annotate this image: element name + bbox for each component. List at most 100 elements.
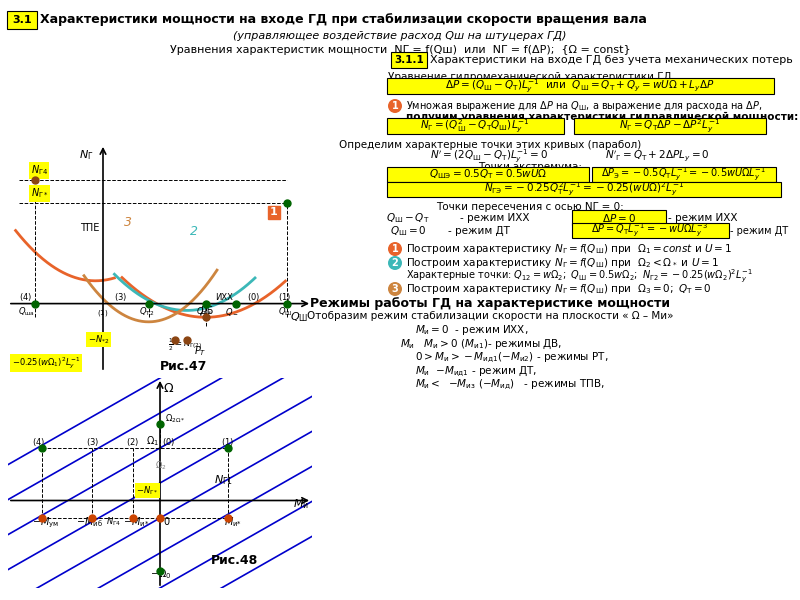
- Circle shape: [388, 242, 402, 256]
- Text: $-M_\text{ум}$: $-M_\text{ум}$: [32, 515, 58, 530]
- Text: $-0.25(w\Omega_1)^2 L_y^{-1}$: $-0.25(w\Omega_1)^2 L_y^{-1}$: [12, 355, 80, 371]
- Text: $Q_\text{ШЭ} = 0.5Q_\text{Т} = 0.5wU\Omega$: $Q_\text{ШЭ} = 0.5Q_\text{Т} = 0.5wU\Ome…: [429, 167, 547, 181]
- Text: $Q_\text{Ш} = 0$: $Q_\text{Ш} = 0$: [390, 224, 426, 238]
- Text: $N_\Gamma$: $N_\Gamma$: [79, 149, 94, 163]
- Text: $-M_\text{и*}$: $-M_\text{и*}$: [123, 515, 149, 529]
- Text: $0 > M_\text{и} > -M_\text{ид1}(-M_{\text{и}2})$ - режимы РТ,: $0 > M_\text{и} > -M_\text{ид1}(-M_{\tex…: [415, 351, 609, 365]
- Text: получим уравнения характеристики гидравлической мощности:: получим уравнения характеристики гидравл…: [406, 112, 798, 122]
- Text: $(2)$: $(2)$: [126, 436, 139, 448]
- Text: $(0)$: $(0)$: [162, 436, 175, 448]
- Text: $Q_\text{ша}$: $Q_\text{ша}$: [18, 306, 35, 319]
- Text: Отобразим режим стабилизации скорости на плоскости « Ω – Mи»: Отобразим режим стабилизации скорости на…: [306, 311, 674, 321]
- Text: $(0)$: $(0)$: [247, 291, 261, 303]
- Text: $(3)$: $(3)$: [114, 291, 127, 303]
- Text: - режим ДТ: - режим ДТ: [730, 226, 788, 236]
- Text: $N' = (2Q_\text{Ш} - Q_\text{Т})L_y^{-1} = 0$: $N' = (2Q_\text{Ш} - Q_\text{Т})L_y^{-1}…: [430, 147, 548, 164]
- FancyBboxPatch shape: [572, 210, 666, 225]
- Text: Рис.48: Рис.48: [210, 553, 258, 566]
- Text: $N_\Gamma = (Q_\text{Ш}^2 - Q_\text{Т}Q_\text{Ш})L_y^{-1}$: $N_\Gamma = (Q_\text{Ш}^2 - Q_\text{Т}Q_…: [420, 118, 530, 134]
- Text: Характеристики мощности на входе ГД при стабилизации скорости вращения вала: Характеристики мощности на входе ГД при …: [40, 13, 647, 26]
- Text: $N_{\Gamma 4}$: $N_{\Gamma 4}$: [106, 516, 121, 529]
- Text: $\Omega_1$: $\Omega_1$: [146, 434, 160, 448]
- Text: Характеристики на входе ГД без учета механических потерь: Характеристики на входе ГД без учета мех…: [430, 55, 793, 65]
- Text: 3.1.1: 3.1.1: [394, 55, 424, 65]
- Text: Режимы работы ГД на характеристике мощности: Режимы работы ГД на характеристике мощно…: [310, 296, 670, 310]
- Text: ТПЕ: ТПЕ: [80, 223, 99, 233]
- Text: $M_\text{и*}$: $M_\text{и*}$: [224, 515, 242, 529]
- Text: $(4)$: $(4)$: [19, 291, 33, 303]
- FancyBboxPatch shape: [574, 118, 766, 134]
- Text: - режим ИХХ: - режим ИХХ: [460, 213, 530, 223]
- FancyBboxPatch shape: [387, 167, 589, 182]
- Text: $\Delta P = Q_\text{Т}L_y^{-1} = -wU\Omega L_y^{-3}$: $\Delta P = Q_\text{Т}L_y^{-1} = -wU\Ome…: [591, 222, 709, 239]
- FancyBboxPatch shape: [387, 118, 564, 134]
- Text: Характерные точки: $Q_{12} = w\Omega_2;\ Q_\text{Ш} = 0.5w\Omega_2;\ N_{\Gamma 2: Характерные точки: $Q_{12} = w\Omega_2;\…: [406, 268, 753, 284]
- Text: 2: 2: [190, 225, 198, 238]
- Text: Определим характерные точки этих кривых (парабол): Определим характерные точки этих кривых …: [339, 140, 641, 150]
- Text: $(1)$: $(1)$: [278, 291, 291, 303]
- Text: (управляющее воздействие расход Qш на штуцерах ГД): (управляющее воздействие расход Qш на шт…: [234, 31, 566, 41]
- Text: $(4)$: $(4)$: [32, 436, 45, 448]
- FancyBboxPatch shape: [387, 182, 781, 197]
- Text: $M_\text{и}$   $M_\text{и} > 0$ ($M_{\text{и}1}$)- режимы ДВ,: $M_\text{и}$ $M_\text{и} > 0$ ($M_{\text…: [400, 337, 562, 350]
- Text: $-N_{\Gamma*}$: $-N_{\Gamma*}$: [136, 485, 159, 497]
- Text: $M_\text{и} = 0$  - режим ИХХ,: $M_\text{и} = 0$ - режим ИХХ,: [415, 323, 529, 337]
- FancyBboxPatch shape: [572, 223, 729, 238]
- Text: $0$: $0$: [163, 515, 171, 527]
- Text: - режим ДТ: - режим ДТ: [448, 226, 510, 236]
- Text: $\Omega_2$: $\Omega_2$: [155, 460, 166, 473]
- FancyBboxPatch shape: [391, 52, 427, 68]
- Text: $Q_-$: $Q_-$: [225, 307, 239, 318]
- Text: $-\Omega_0$: $-\Omega_0$: [150, 568, 171, 581]
- Text: $(1)$: $(1)$: [98, 308, 109, 319]
- Text: - режим ИХХ: - режим ИХХ: [668, 213, 738, 223]
- Text: $\Delta P_\text{Э} = -0.5Q_\text{Т}L_y^{-1} = -0.5wU\Omega L_y^{-1}$: $\Delta P_\text{Э} = -0.5Q_\text{Т}L_y^{…: [602, 166, 766, 183]
- Text: $M_\text{и}$  $-M_\text{ид1}$ - режим ДТ,: $M_\text{и}$ $-M_\text{ид1}$ - режим ДТ,: [415, 365, 538, 379]
- Text: 3.1: 3.1: [12, 15, 32, 25]
- Text: Уравнение гидромеханической характеристики ГД: Уравнение гидромеханической характеристи…: [388, 72, 672, 82]
- Text: Точки экстремума:: Точки экстремума:: [478, 162, 582, 172]
- Text: $\Delta P = 0$: $\Delta P = 0$: [602, 211, 636, 223]
- Text: $Q_\text{Ш}$: $Q_\text{Ш}$: [290, 310, 308, 324]
- Text: $(1)$: $(1)$: [221, 436, 234, 448]
- Text: 1: 1: [392, 101, 398, 111]
- Text: Построим характеристику $N_\Gamma = f(Q_\text{Ш})$ при  $\Omega_1 = const$ и $U : Построим характеристику $N_\Gamma = f(Q_…: [406, 242, 732, 256]
- FancyBboxPatch shape: [387, 78, 774, 94]
- Text: $Q_{\text{Т}*}$: $Q_{\text{Т}*}$: [196, 306, 212, 319]
- Text: ИХХ: ИХХ: [215, 293, 233, 302]
- Text: 3: 3: [392, 284, 398, 294]
- Text: $(3)$: $(3)$: [86, 436, 99, 448]
- FancyBboxPatch shape: [7, 11, 37, 29]
- Text: $N_\Gamma = Q_\text{Т}\Delta P - \Delta P^2 L_y^{-1}$: $N_\Gamma = Q_\text{Т}\Delta P - \Delta …: [619, 118, 721, 134]
- Text: 3: 3: [124, 216, 132, 229]
- Text: 2: 2: [392, 258, 398, 268]
- Text: $N_{\Gamma*}$: $N_{\Gamma*}$: [30, 187, 48, 200]
- Circle shape: [388, 256, 402, 270]
- Text: $M_\text{и}$: $M_\text{и}$: [293, 497, 309, 511]
- Text: Уравнения характеристик мощности  NΓ = f(Qш)  или  NΓ = f(ΔP);  {Ω = const}: Уравнения характеристик мощности NΓ = f(…: [170, 45, 630, 55]
- Text: $\Omega$: $\Omega$: [163, 382, 174, 395]
- Text: $N_{\Gamma 4}$: $N_{\Gamma 4}$: [30, 164, 48, 178]
- Text: $\Delta P = (Q_\text{Ш} - Q_\text{Т})L_y^{-1}$  или  $Q_\text{Ш} = Q_\text{Т} + : $\Delta P = (Q_\text{Ш} - Q_\text{Т})L_y…: [446, 77, 714, 95]
- Text: $N'_\Gamma = Q_\text{Т} + 2\Delta PL_y = 0$: $N'_\Gamma = Q_\text{Т} + 2\Delta PL_y =…: [605, 149, 710, 163]
- Text: $N_{\Gamma\text{Э}} = -0.25Q_\text{Т}^2 L_y^{-1} = -0.25(wU\Omega)^2 L_y^{-1}$: $N_{\Gamma\text{Э}} = -0.25Q_\text{Т}^2 …: [484, 181, 684, 198]
- FancyBboxPatch shape: [592, 167, 776, 182]
- Text: 1: 1: [392, 244, 398, 254]
- Text: $-M_\text{иб}$: $-M_\text{иб}$: [75, 515, 102, 529]
- Text: Рис.47: Рис.47: [160, 360, 207, 373]
- Text: $Q_\text{Ш} - Q_\text{Т}$: $Q_\text{Ш} - Q_\text{Т}$: [386, 211, 430, 225]
- Text: Построим характеристику $N_\Gamma = f(Q_\text{Ш})$ при  $\Omega_3 = 0;\ Q_\text{: Построим характеристику $N_\Gamma = f(Q_…: [406, 282, 712, 296]
- Text: $\Omega_{2\Omega*}$: $\Omega_{2\Omega*}$: [165, 413, 186, 425]
- Text: $-N_{*2}$: $-N_{*2}$: [88, 334, 109, 346]
- Text: $Q_{\text{Т}2}$: $Q_{\text{Т}2}$: [139, 306, 154, 319]
- Circle shape: [388, 99, 402, 113]
- Text: $Q_\text{Ш}$: $Q_\text{Ш}$: [278, 306, 293, 319]
- Text: 1: 1: [270, 208, 278, 217]
- Circle shape: [388, 282, 402, 296]
- Text: $P_T$: $P_T$: [194, 344, 206, 358]
- Text: ДБ: ДБ: [200, 305, 214, 316]
- Text: Точки пересечения с осью NΓ = 0:: Точки пересечения с осью NΓ = 0:: [436, 202, 624, 212]
- Text: Построим характеристику $N_\Gamma = f(Q_\text{Ш})$ при  $\Omega_2 < \Omega_*$ и : Построим характеристику $N_\Gamma = f(Q_…: [406, 256, 719, 270]
- Text: $M_\text{и} <$  $-M_\text{из}$ ($-M_\text{ид}$)   - режимы ТПВ,: $M_\text{и} <$ $-M_\text{из}$ ($-M_\text…: [415, 378, 605, 392]
- Text: $\frac{1}{2}=N_{\Gamma(2)}$: $\frac{1}{2}=N_{\Gamma(2)}$: [168, 337, 202, 353]
